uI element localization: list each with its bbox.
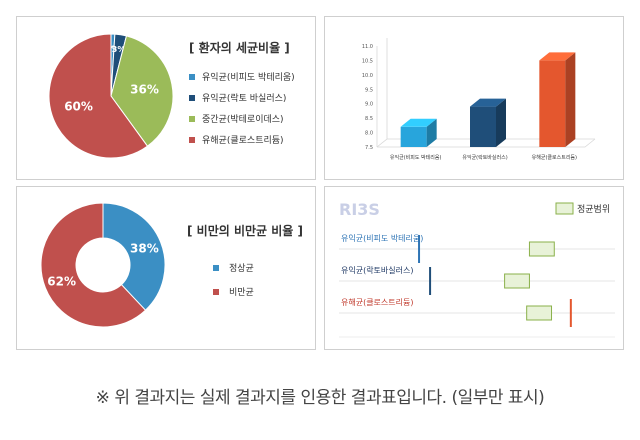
legend-label: 정균범위 bbox=[577, 204, 610, 215]
chart-title: [ 비만의 비만균 비율 ] bbox=[187, 223, 303, 238]
legend-label: 유해균(클로스트리듐) bbox=[202, 135, 284, 146]
bar-top bbox=[470, 98, 506, 107]
legend-swatch bbox=[213, 265, 219, 271]
bar-chart: 7.5 8.0 8.5 9.0 9.5 10.0 10.5 11.0 유익균(비피도 박테리움)… bbox=[362, 38, 596, 161]
bar bbox=[470, 106, 496, 147]
row-label: 유익균(비피도 박테리움) bbox=[341, 233, 423, 243]
legend-swatch bbox=[189, 95, 195, 101]
legend-swatch bbox=[189, 74, 195, 80]
bar-top bbox=[400, 118, 437, 127]
y-tick-label: 10.5 bbox=[362, 58, 373, 64]
normal-range-box bbox=[526, 305, 553, 321]
y-tick-label: 8.5 bbox=[365, 116, 373, 122]
legend-swatch bbox=[189, 116, 195, 122]
bar-top bbox=[539, 52, 576, 61]
donut-slice-label: 62% bbox=[47, 274, 76, 288]
row-label: 유익균(락토바실러스) bbox=[341, 265, 413, 275]
legend-label: 정상균 bbox=[229, 263, 254, 274]
donut-slice bbox=[40, 202, 147, 328]
legend-swatch bbox=[189, 137, 195, 143]
bar bbox=[539, 60, 566, 147]
y-tick-label: 10.0 bbox=[362, 73, 373, 79]
bar-side bbox=[426, 118, 437, 147]
x-category-label: 유익균(락토바실러스) bbox=[462, 154, 507, 161]
row-label: 유해균(클로스트리듐) bbox=[341, 297, 413, 307]
legend-swatch bbox=[213, 289, 219, 295]
footnote: ※ 위 결과지는 실제 결과지를 인용한 결과표입니다. (일부만 표시) bbox=[95, 388, 545, 408]
chart-title: [ 환자의 세균비율 ] bbox=[189, 40, 290, 55]
donut-slice bbox=[102, 202, 166, 311]
legend-swatch bbox=[555, 202, 574, 215]
bar-side bbox=[565, 52, 576, 147]
pie-slice-label: 36% bbox=[130, 83, 159, 97]
legend-label: 유익균(락토 바실러스) bbox=[202, 92, 286, 104]
y-tick-label: 7.5 bbox=[365, 145, 373, 151]
pie-slice bbox=[110, 35, 174, 147]
pie-slice-label: 1% bbox=[106, 45, 120, 54]
legend-label: 유익균(비피도 박테리움) bbox=[202, 71, 295, 83]
x-category-label: 유익균(비피도 박테리움) bbox=[390, 154, 442, 161]
pie-chart-bacteria: 1%3% 36% 60% [ 환자의 세균비율 ] 유익균(비피도 박테리움) 유익균… bbox=[48, 33, 295, 159]
bar-side bbox=[496, 98, 506, 147]
normal-range-box bbox=[504, 273, 530, 289]
bar-chart-panel: 7.5 8.0 8.5 9.0 9.5 10.0 10.5 11.0 유익균(비피도 박테리움)… bbox=[324, 16, 624, 180]
pie-slice-label: 3% bbox=[112, 45, 126, 54]
bar bbox=[400, 126, 427, 147]
y-tick-label: 11.0 bbox=[362, 44, 373, 50]
pie-slice bbox=[48, 33, 149, 159]
chart-floor bbox=[377, 138, 596, 148]
y-tick-label: 9.0 bbox=[365, 102, 373, 108]
legend-label: 비만균 bbox=[229, 287, 254, 298]
normal-range-box bbox=[528, 241, 555, 257]
logo: RI3S bbox=[339, 200, 380, 219]
pie-chart-panel-bacteria: 1% 3% 36% 60% [ 환자의 세균비율 ] 유익균(비피도 박테리움) 유익균… bbox=[16, 16, 316, 180]
legend-label: 중간균(박테로이데스) bbox=[202, 114, 284, 125]
x-category-label: 유해균(클로스트리듐) bbox=[532, 154, 577, 161]
pie-slice-label: 60% bbox=[64, 100, 93, 114]
y-tick-label: 8.0 bbox=[365, 131, 373, 137]
donut-slice-label: 38% bbox=[130, 242, 159, 256]
y-tick-label: 9.5 bbox=[365, 87, 373, 93]
